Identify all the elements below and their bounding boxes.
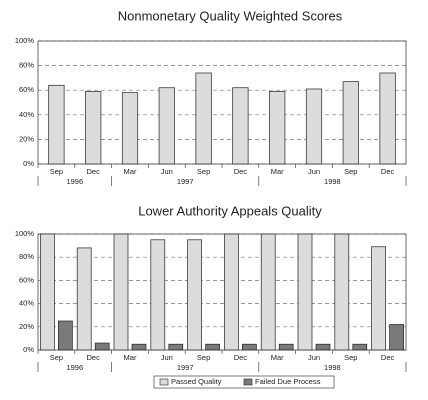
- group-label: 1997: [177, 363, 194, 372]
- bar: [371, 246, 386, 351]
- bar: [187, 239, 202, 351]
- x-tick-label: Dec: [87, 167, 101, 176]
- bar: [205, 343, 220, 351]
- x-tick-label: Mar: [271, 167, 284, 176]
- bar: [305, 88, 323, 165]
- bar: [195, 72, 212, 165]
- group-label: 1998: [324, 363, 341, 372]
- bar: [131, 343, 147, 351]
- bar: [224, 233, 239, 351]
- x-tick-label: Sep: [50, 167, 63, 176]
- bar: [113, 233, 129, 351]
- x-tick-label: Jun: [308, 167, 320, 176]
- bar: [150, 239, 166, 351]
- y-tick-label: 40%: [19, 110, 34, 119]
- bar: [260, 233, 276, 351]
- x-tick-label: Dec: [381, 353, 395, 362]
- bar: [58, 320, 73, 351]
- group-label: 1997: [177, 177, 194, 186]
- bar: [389, 324, 404, 351]
- x-tick-label: Dec: [87, 353, 101, 362]
- legend-swatch: [159, 378, 169, 386]
- bar: [297, 233, 313, 351]
- bar: [158, 87, 175, 165]
- y-tick-label: 80%: [19, 61, 34, 70]
- bar: [121, 92, 139, 165]
- bar: [85, 91, 102, 165]
- x-tick-label: Sep: [197, 353, 210, 362]
- group-label: 1996: [66, 363, 83, 372]
- bar: [352, 343, 368, 351]
- x-tick-label: Dec: [381, 167, 395, 176]
- bar: [168, 343, 184, 351]
- bar: [40, 233, 55, 351]
- bar: [278, 343, 294, 351]
- y-tick-label: 20%: [19, 134, 34, 143]
- legend-label: Failed Due Process: [255, 377, 321, 386]
- y-tick-label: 40%: [19, 299, 34, 308]
- y-tick-label: 20%: [19, 322, 34, 331]
- bar: [242, 343, 257, 351]
- x-tick-label: Sep: [344, 353, 357, 362]
- x-tick-label: Mar: [124, 167, 137, 176]
- x-tick-label: Jun: [161, 167, 173, 176]
- y-tick-label: 100%: [15, 36, 35, 45]
- x-tick-label: Mar: [271, 353, 284, 362]
- bar: [48, 84, 65, 165]
- bar: [379, 72, 396, 165]
- x-tick-label: Jun: [308, 353, 320, 362]
- x-tick-label: Sep: [344, 167, 357, 176]
- bar: [315, 343, 331, 351]
- group-label: 1998: [324, 177, 341, 186]
- y-tick-label: 80%: [19, 252, 34, 261]
- x-tick-label: Sep: [50, 353, 63, 362]
- chart-title: Lower Authority Appeals Quality: [138, 203, 322, 218]
- bar: [76, 247, 92, 351]
- y-tick-label: 60%: [19, 275, 34, 284]
- x-tick-label: Dec: [234, 353, 248, 362]
- chart-title: Nonmonetary Quality Weighted Scores: [118, 8, 343, 23]
- legend-swatch: [243, 378, 253, 386]
- y-tick-label: 60%: [19, 85, 34, 94]
- bar: [269, 91, 286, 165]
- x-tick-label: Jun: [161, 353, 173, 362]
- y-tick-label: 100%: [15, 229, 35, 238]
- x-tick-label: Sep: [197, 167, 210, 176]
- group-label: 1996: [66, 177, 83, 186]
- x-tick-label: Mar: [124, 353, 137, 362]
- y-tick-label: 0%: [23, 345, 34, 354]
- plot-frame: [37, 233, 407, 351]
- bar: [94, 342, 110, 351]
- bar: [342, 81, 359, 165]
- y-tick-label: 0%: [23, 159, 34, 168]
- bar: [334, 233, 350, 351]
- x-tick-label: Dec: [234, 167, 248, 176]
- bar: [232, 87, 249, 165]
- legend-label: Passed Quality: [171, 377, 222, 386]
